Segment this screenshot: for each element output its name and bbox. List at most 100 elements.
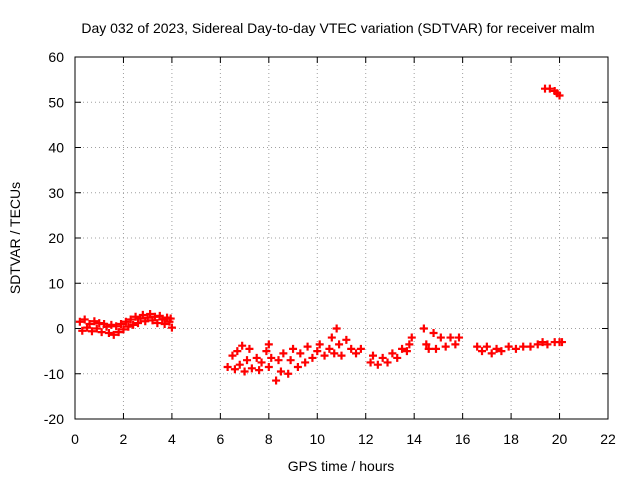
data-point: [129, 320, 138, 329]
data-point: [112, 322, 121, 331]
data-point: [356, 344, 365, 353]
data-point: [262, 347, 271, 356]
data-point: [87, 327, 96, 336]
data-point: [320, 351, 329, 360]
data-point: [473, 342, 482, 351]
x-tick-label: 0: [71, 431, 79, 447]
data-point: [138, 310, 147, 319]
data-point: [383, 358, 392, 367]
data-point: [393, 353, 402, 362]
data-point: [335, 340, 344, 349]
data-point: [407, 333, 416, 342]
data-point: [286, 356, 295, 365]
data-point: [308, 353, 317, 362]
x-tick-label: 2: [120, 431, 128, 447]
data-point: [104, 329, 113, 338]
data-point: [109, 330, 118, 339]
data-point: [293, 362, 302, 371]
data-point: [158, 315, 167, 324]
data-point: [264, 340, 273, 349]
x-tick-label: 4: [168, 431, 176, 447]
data-point: [223, 362, 232, 371]
data-point: [303, 342, 312, 351]
x-tick-label: 20: [552, 431, 568, 447]
data-point: [451, 340, 460, 349]
y-tick-label: 20: [48, 230, 64, 246]
data-point: [153, 319, 162, 328]
data-point: [255, 366, 264, 375]
axis-ticks: [74, 56, 609, 420]
data-point: [243, 356, 252, 365]
data-point: [301, 358, 310, 367]
x-tick-label: 22: [600, 431, 616, 447]
x-tick-label: 16: [455, 431, 471, 447]
y-tick-label: 10: [48, 275, 64, 291]
x-tick-label: 12: [358, 431, 374, 447]
y-tick-label: 50: [48, 94, 64, 110]
data-point: [419, 324, 428, 333]
data-point: [555, 91, 564, 100]
y-tick-label: 30: [48, 185, 64, 201]
data-point: [267, 353, 276, 362]
data-point: [492, 344, 501, 353]
data-point: [429, 329, 438, 338]
x-tick-label: 14: [406, 431, 422, 447]
data-point: [327, 333, 336, 342]
x-axis-label: GPS time / hours: [288, 458, 395, 474]
data-point: [119, 325, 128, 334]
y-tick-label: 60: [48, 49, 64, 65]
x-tick-label: 8: [265, 431, 273, 447]
y-tick-label: -20: [44, 411, 64, 427]
data-point: [557, 338, 566, 347]
y-tick-label: 0: [56, 321, 64, 337]
data-point: [121, 317, 130, 326]
data-point: [347, 344, 356, 353]
data-point: [533, 340, 542, 349]
data-point: [80, 315, 89, 324]
data-point: [332, 324, 341, 333]
data-point: [274, 356, 283, 365]
data-point: [504, 342, 513, 351]
y-tick-label: 40: [48, 140, 64, 156]
data-point: [92, 324, 101, 333]
data-point: [446, 333, 455, 342]
data-point: [240, 367, 249, 376]
data-point: [368, 351, 377, 360]
data-point: [252, 353, 261, 362]
data-point: [264, 362, 273, 371]
data-point: [233, 347, 242, 356]
data-point: [117, 319, 126, 328]
data-point: [160, 319, 169, 328]
data-point: [289, 344, 298, 353]
data-point: [378, 353, 387, 362]
data-point: [487, 349, 496, 358]
data-point: [133, 319, 142, 328]
data-point: [388, 349, 397, 358]
plot-frame: [74, 56, 609, 420]
data-point: [78, 326, 87, 335]
data-point: [102, 322, 111, 331]
chart-title: Day 032 of 2023, Sidereal Day-to-day VTE…: [81, 20, 594, 36]
x-tick-labels: 0 2 4 6 8 10 12 14 16 18 20 22: [71, 431, 616, 447]
data-point: [107, 320, 116, 329]
y-axis-label: SDTVAR / TECUs: [7, 182, 23, 294]
data-point: [402, 347, 411, 356]
data-point: [526, 342, 535, 351]
data-point: [478, 347, 487, 356]
data-point: [366, 358, 375, 367]
data-point: [422, 340, 431, 349]
data-point: [276, 367, 285, 376]
data-point: [90, 317, 99, 326]
data-point: [124, 322, 133, 331]
data-point: [146, 310, 155, 319]
data-point: [352, 349, 361, 358]
data-point: [126, 315, 135, 324]
data-point: [284, 369, 293, 378]
data-point: [519, 342, 528, 351]
data-point: [436, 333, 445, 342]
data-point: [228, 351, 237, 360]
data-point: [167, 323, 176, 332]
data-point: [441, 342, 450, 351]
y-tick-label: -10: [44, 366, 64, 382]
